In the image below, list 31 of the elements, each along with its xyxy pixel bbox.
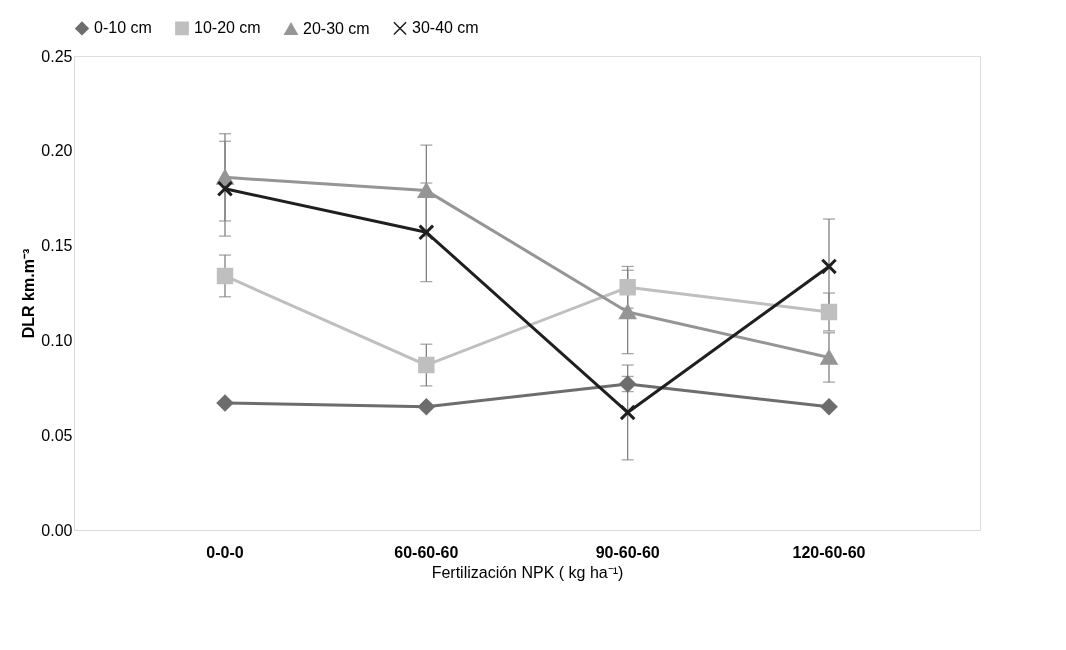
y-tick-label: 0.15 [41, 237, 73, 255]
point [820, 258, 838, 275]
point [820, 398, 838, 415]
point [418, 183, 435, 198]
legend-label: 0-10 cm [94, 19, 152, 37]
x-tick-label: 0-0-0 [206, 543, 244, 561]
point [418, 224, 435, 241]
x-axis-title: Fertilización NPK ( kg ha⁻¹) [431, 563, 624, 581]
point [619, 279, 636, 296]
point [820, 350, 838, 365]
point [216, 267, 234, 285]
x-tick-label: 90-60-60 [595, 543, 660, 561]
x-tick-label: 60-60-60 [394, 543, 459, 561]
point [216, 394, 234, 412]
x-tick-label: 120-60-60 [792, 543, 866, 561]
point [216, 170, 234, 185]
point [216, 180, 234, 197]
y-axis-title: DLR km.m⁻³ [20, 248, 38, 339]
legend-label: 30-40 cm [412, 19, 479, 37]
legend-label: 20-30 cm [303, 19, 370, 37]
point [820, 303, 838, 321]
y-tick-label: 0.10 [41, 331, 73, 349]
point [619, 304, 636, 320]
y-tick-label: 0.05 [41, 426, 73, 444]
legend-label: 10-20 cm [194, 19, 261, 37]
y-tick-label: 0.20 [41, 142, 73, 160]
y-tick-label: 0.25 [41, 47, 73, 65]
y-tick-label: 0.00 [41, 521, 73, 539]
point [418, 356, 435, 374]
point [418, 398, 435, 415]
point [619, 404, 636, 421]
